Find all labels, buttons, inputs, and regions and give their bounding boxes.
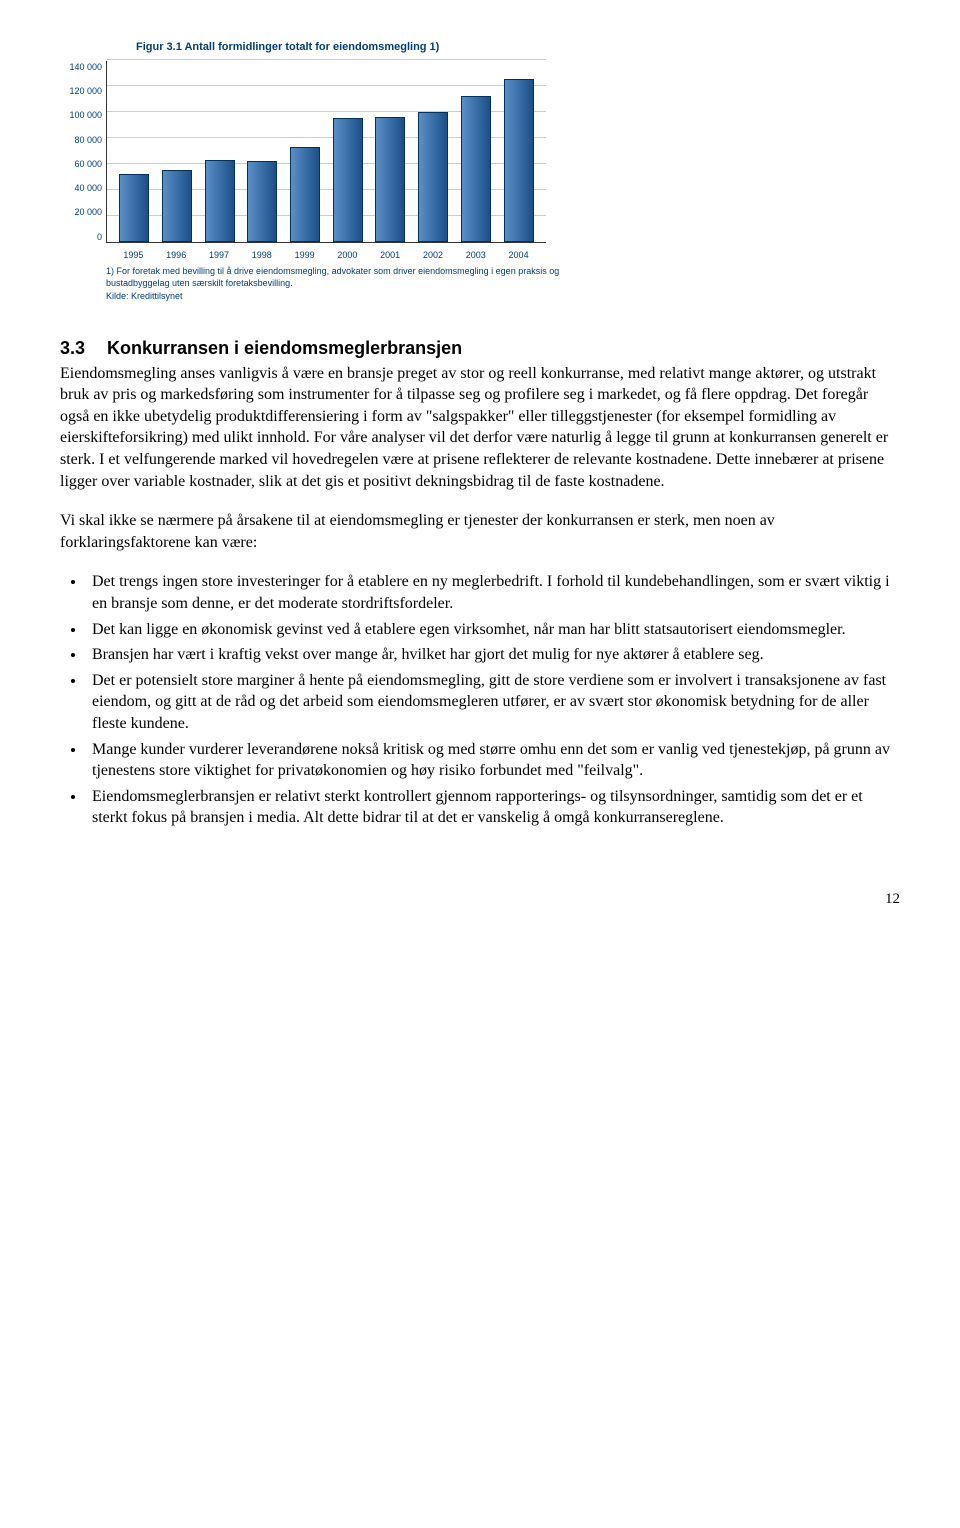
gridline (107, 59, 546, 60)
bar (461, 96, 491, 242)
bar (162, 170, 192, 242)
y-tick-label: 140 000 (69, 61, 102, 73)
y-tick-label: 20 000 (74, 206, 102, 218)
section-heading: 3.3 Konkurransen i eiendomsmeglerbransjen (60, 336, 900, 360)
bars-container (107, 61, 546, 242)
section-title: Konkurransen i eiendomsmeglerbransjen (107, 338, 462, 358)
x-tick-label: 1996 (161, 249, 191, 261)
bar (375, 117, 405, 242)
x-axis: 1995 1996 1997 1998 1999 2000 2001 2002 2003 2004 (106, 247, 546, 261)
y-tick-label: 120 000 (69, 85, 102, 97)
x-tick-label: 1997 (204, 249, 234, 261)
chart-plot-area (106, 61, 546, 243)
x-tick-label: 2002 (418, 249, 448, 261)
bar (290, 147, 320, 242)
y-tick-label: 80 000 (74, 134, 102, 146)
x-tick-label: 2001 (375, 249, 405, 261)
bar (247, 161, 277, 242)
bar (333, 118, 363, 242)
x-tick-label: 2003 (461, 249, 491, 261)
bar (418, 112, 448, 242)
bar (205, 160, 235, 242)
page-number: 12 (60, 889, 900, 909)
y-tick-label: 100 000 (69, 109, 102, 121)
paragraph-1: Eiendomsmegling anses vanligvis å være e… (60, 363, 900, 493)
y-axis: 140 000 120 000 100 000 80 000 60 000 40 000 2… (60, 61, 106, 243)
list-item: Det trengs ingen store investeringer for… (86, 571, 900, 614)
y-tick-label: 0 (97, 231, 102, 243)
bar (504, 79, 534, 242)
list-item: Det er potensielt store marginer å hente… (86, 670, 900, 735)
bullet-list: Det trengs ingen store investeringer for… (86, 571, 900, 829)
bar-chart: 140 000 120 000 100 000 80 000 60 000 40 000 2… (60, 61, 900, 243)
section-number: 3.3 (60, 338, 85, 358)
list-item: Bransjen har vært i kraftig vekst over m… (86, 644, 900, 666)
list-item: Eiendomsmeglerbransjen er relativt sterk… (86, 786, 900, 829)
x-tick-label: 2000 (332, 249, 362, 261)
x-tick-label: 2004 (504, 249, 534, 261)
chart-source: Kilde: Kredittilsynet (106, 290, 900, 302)
y-tick-label: 40 000 (74, 182, 102, 194)
list-item: Mange kunder vurderer leverandørene noks… (86, 739, 900, 782)
x-tick-label: 1999 (290, 249, 320, 261)
x-tick-label: 1995 (118, 249, 148, 261)
bar (119, 174, 149, 242)
chart-title: Figur 3.1 Antall formidlinger totalt for… (136, 40, 900, 55)
y-tick-label: 60 000 (74, 158, 102, 170)
x-tick-label: 1998 (247, 249, 277, 261)
list-item: Det kan ligge en økonomisk gevinst ved å… (86, 619, 900, 641)
paragraph-2: Vi skal ikke se nærmere på årsakene til … (60, 510, 900, 553)
chart-footnote: 1) For foretak med bevilling til å drive… (106, 265, 566, 289)
